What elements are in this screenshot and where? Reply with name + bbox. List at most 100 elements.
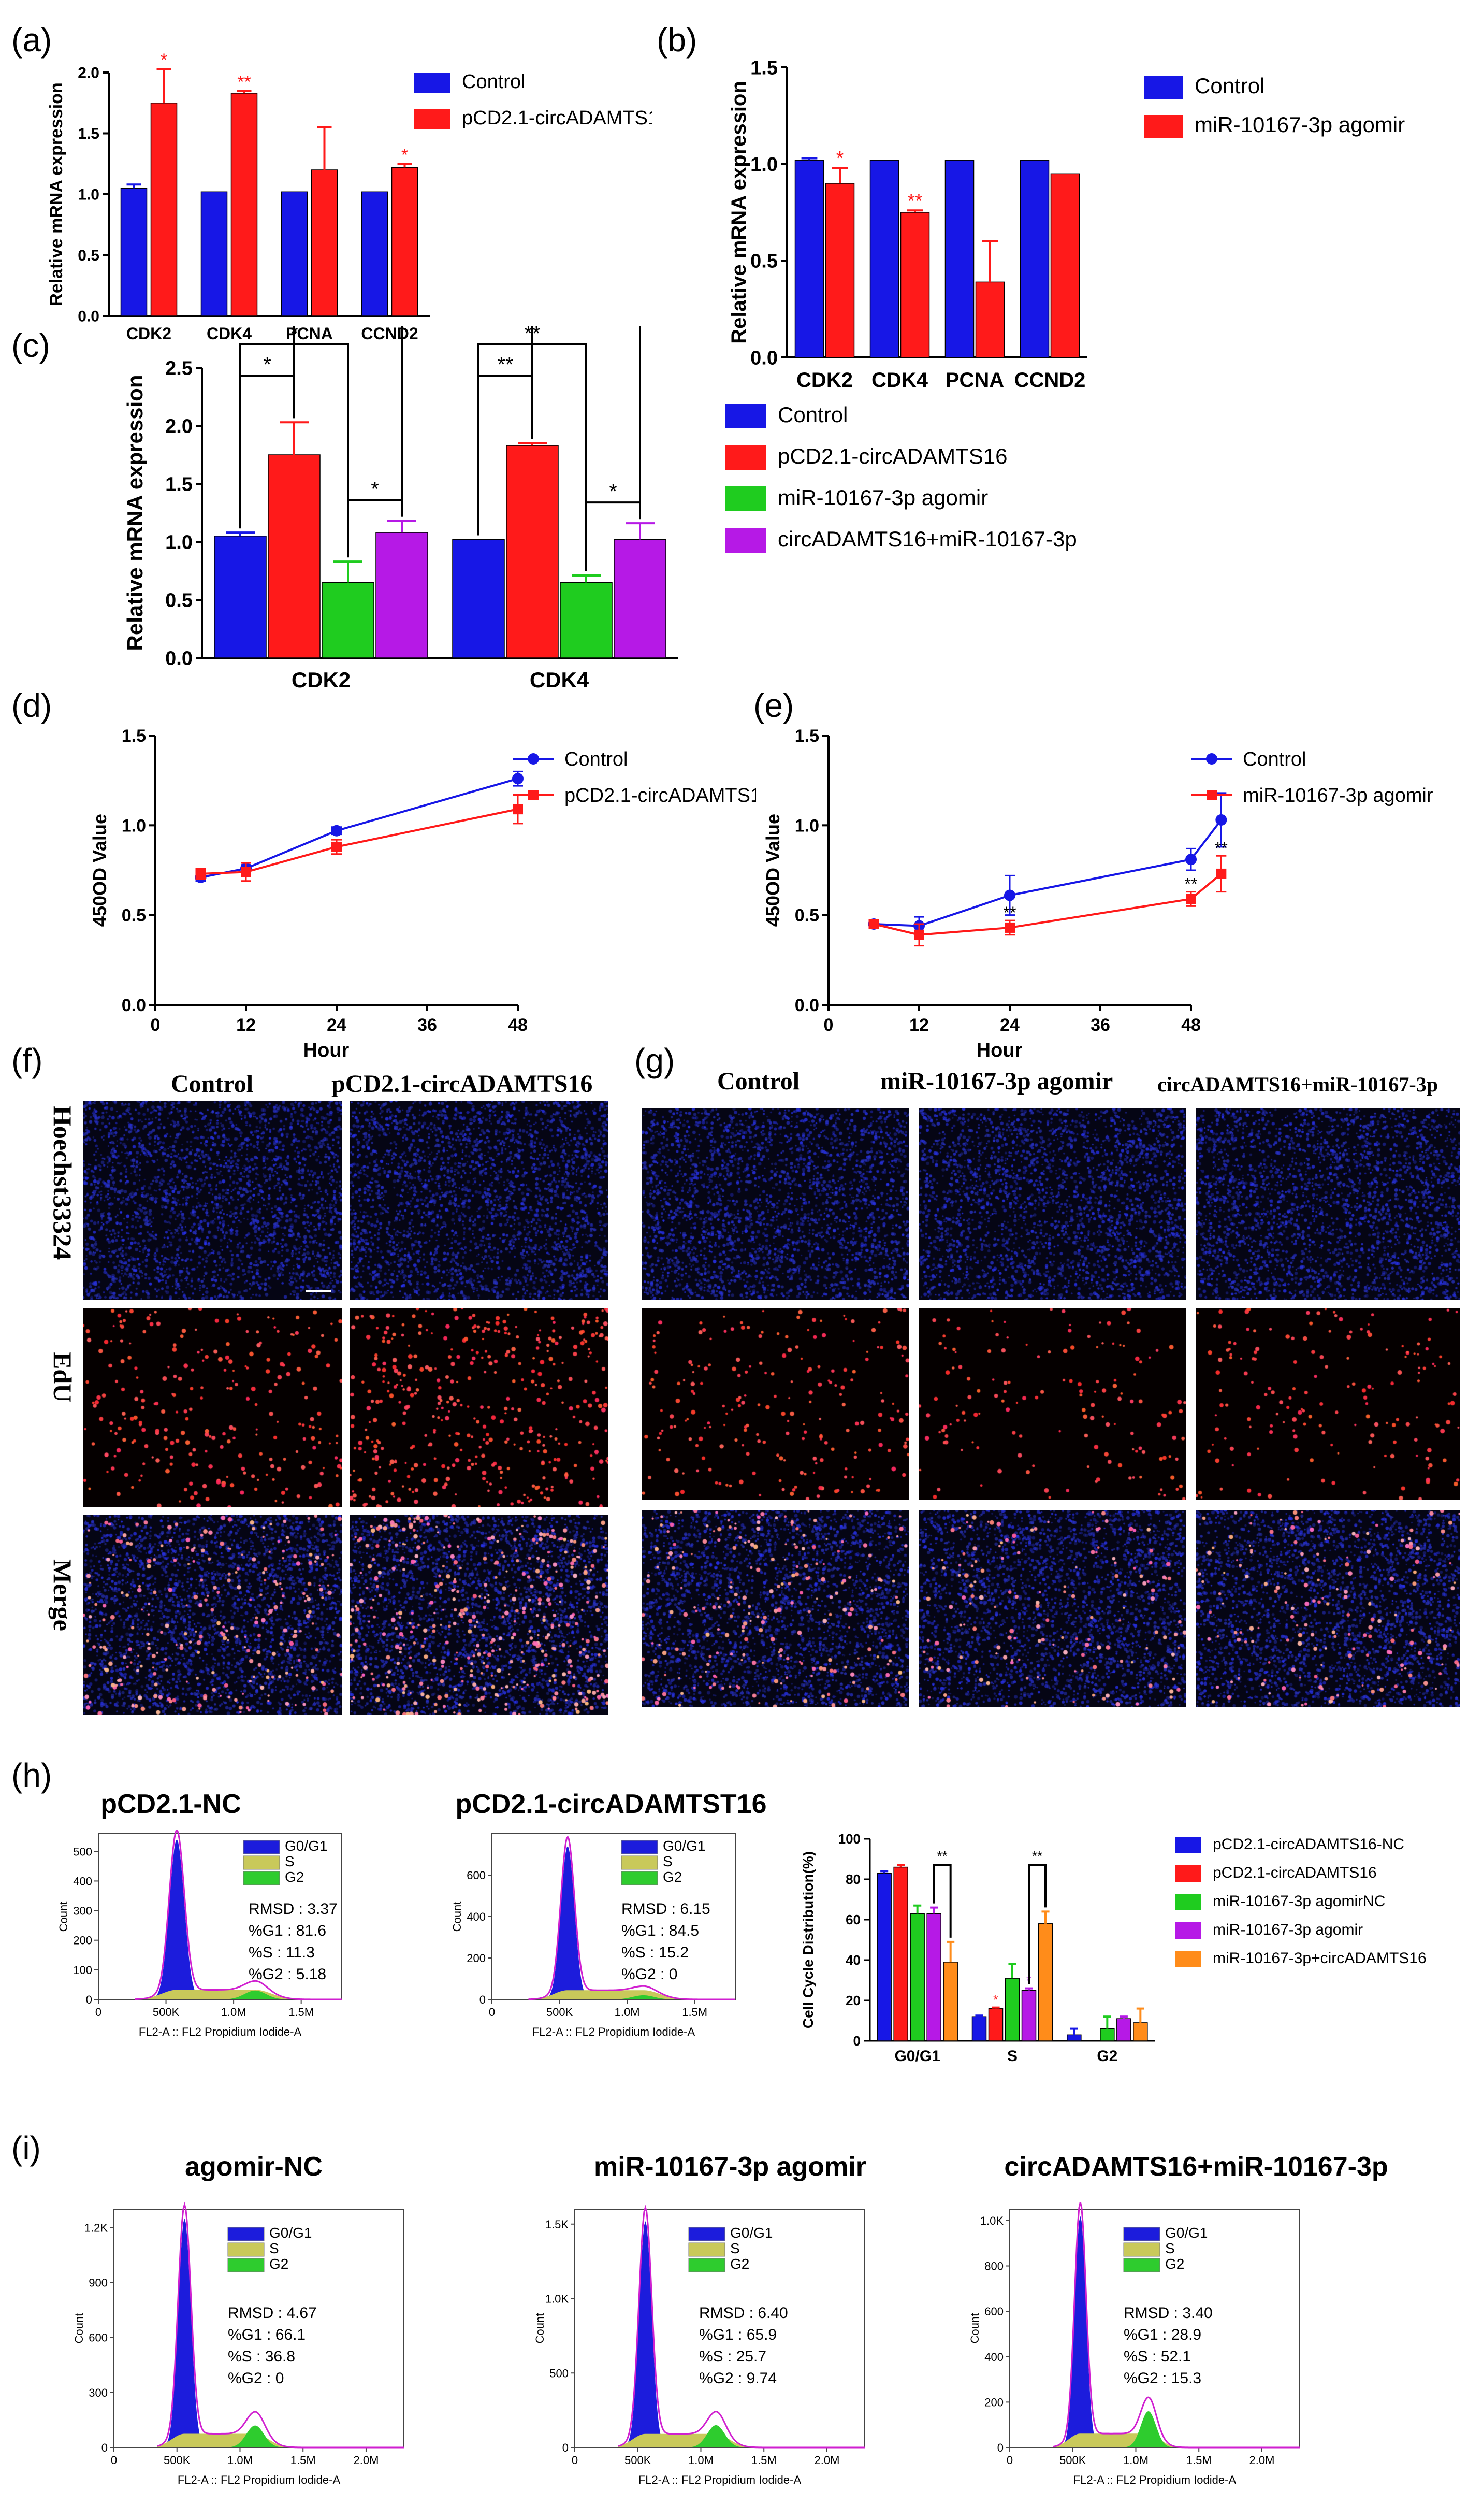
y-axis-label: Relative mRNA expression	[123, 375, 147, 651]
y-tick-label: 2.5	[165, 357, 193, 379]
bar	[971, 2016, 987, 2041]
stat-line: %G2 : 5.18	[249, 1966, 326, 1983]
chart-c: 0.0 0.5 1.0 1.5 2.0 2.5 Relative mRNA expressi…	[123, 326, 1077, 692]
x-tick-label: CCND2	[1014, 369, 1086, 392]
x-tick-label: S	[1007, 2048, 1018, 2065]
legend-label: miR-10167-3p agomir	[1243, 785, 1433, 807]
micrograph-g-hoechst-agomir	[919, 1108, 1186, 1300]
legend-label: G0/G1	[1165, 2225, 1208, 2241]
legend-swatch	[688, 2242, 725, 2257]
legend-swatch	[243, 1840, 280, 1854]
legend-swatch	[725, 404, 766, 428]
y-axis-label: Count	[533, 2313, 546, 2344]
significance-bracket	[531, 326, 641, 520]
y-axis-label: Relative mRNA expression	[47, 82, 66, 306]
legend-label: S	[1165, 2240, 1175, 2256]
micrograph-f-hoechst-control	[83, 1101, 342, 1300]
x-tick-label: 48	[1181, 1015, 1201, 1035]
stat-line: RMSD : 4.67	[228, 2305, 317, 2322]
y-tick-label: 500	[549, 2367, 569, 2380]
y-axis-label: 450OD Value	[89, 814, 110, 927]
stat-line: %G1 : 81.6	[249, 1922, 326, 1939]
x-axis-label: FL2-A :: FL2 Propidium Iodide-A	[139, 2025, 302, 2038]
x-tick-label: 1.0M	[688, 2454, 714, 2467]
legend-label: pCD2.1-circADAMTS16-NC	[1213, 1836, 1404, 1853]
x-tick-label: 1.0M	[227, 2454, 253, 2467]
y-tick-label: 400	[984, 2351, 1004, 2364]
x-tick-label: 500K	[153, 2006, 180, 2019]
bar	[1100, 2028, 1115, 2041]
legend-label: miR-10167-3p agomir	[778, 485, 988, 510]
x-tick-label: 0	[1007, 2454, 1013, 2467]
histogram-title: miR-10167-3p agomir	[594, 2155, 866, 2182]
x-tick-label: CDK2	[126, 324, 171, 342]
y-tick-label: 0	[479, 1993, 486, 2006]
micrograph-g-edu-agomir	[919, 1308, 1186, 1500]
scale-bar	[306, 1290, 331, 1292]
bar	[311, 169, 338, 316]
s-phase-area	[618, 2433, 865, 2447]
legend-swatch	[725, 445, 766, 470]
data-point	[1216, 868, 1227, 879]
stat-line: RMSD : 6.40	[699, 2305, 788, 2322]
histogram-outline	[157, 2201, 404, 2449]
y-tick-label: 0.0	[78, 308, 99, 325]
bar	[926, 1913, 941, 2041]
legend-label: miR-10167-3p agomir	[1213, 1921, 1363, 1938]
x-tick-label: G2	[1097, 2048, 1117, 2065]
y-tick-label: 1.0K	[545, 2293, 569, 2306]
s-phase-area	[1053, 2433, 1300, 2447]
y-tick-label: 1.0	[122, 816, 146, 836]
legend-swatch	[688, 2258, 725, 2272]
legend-swatch	[1144, 115, 1183, 138]
legend-label: Control	[462, 71, 526, 93]
micrograph-g-edu-combo	[1196, 1308, 1460, 1500]
x-tick-label: 24	[327, 1015, 346, 1035]
y-tick-label: 20	[846, 1993, 861, 2008]
micrograph-g-merge-control	[642, 1510, 909, 1707]
x-tick-label: 0	[151, 1015, 161, 1035]
x-axis-label: Hour	[977, 1040, 1023, 1057]
stat-line: RMSD : 3.37	[249, 1900, 338, 1918]
y-tick-label: 0.5	[78, 247, 99, 264]
series-line	[874, 819, 1222, 927]
y-tick-label: 0.5	[165, 589, 193, 611]
g0g1-area	[135, 1840, 342, 1999]
x-tick-label: 0	[489, 2006, 495, 2019]
micrograph-f-hoechst-circ	[350, 1101, 608, 1300]
legend-swatch	[688, 2227, 725, 2241]
histogram-outline	[528, 1835, 735, 2000]
x-tick-label: 1.5M	[288, 2006, 314, 2019]
significance-bracket	[347, 499, 403, 558]
micrograph-g-edu-control	[642, 1308, 909, 1500]
y-tick-label: 1.5	[165, 473, 193, 495]
legend-swatch	[414, 109, 450, 129]
legend-label: Control	[1195, 74, 1264, 98]
y-tick-label: 0.0	[750, 347, 778, 369]
legend-swatch	[1123, 2227, 1160, 2241]
micrograph-f-edu-circ	[350, 1308, 608, 1507]
x-tick-label: 24	[1000, 1015, 1020, 1035]
x-axis-label: FL2-A :: FL2 Propidium Iodide-A	[1073, 2473, 1237, 2486]
x-axis-label: Hour	[303, 1040, 350, 1057]
histogram-title: pCD2.1-NC	[100, 1792, 241, 1819]
bar	[375, 532, 428, 658]
y-tick-label: 200	[467, 1952, 486, 1965]
stat-line: %S : 36.8	[228, 2348, 295, 2365]
x-tick-label: 1.5M	[751, 2454, 777, 2467]
chart-i1: agomir-NC 0 300 600 900 1.2K 0 500K 1.0M 1.5M 2.0M…	[72, 2155, 404, 2486]
bar	[943, 1962, 958, 2041]
y-tick-label: 1.0	[795, 816, 819, 836]
y-axis-label: 450OD Value	[762, 814, 783, 927]
stat-line: %G1 : 84.5	[621, 1922, 699, 1939]
micrograph-f-row-label-hoechst: Hoechst33324	[48, 1106, 77, 1260]
bar	[268, 454, 321, 658]
bar	[361, 191, 388, 316]
histogram-outline	[1053, 2201, 1300, 2449]
y-axis-label: Cell Cycle Distribution(%)	[800, 1851, 816, 2028]
g2-area	[135, 1990, 342, 1999]
legend-label: miR-10167-3p agomirNC	[1213, 1893, 1385, 1910]
y-tick-label: 0.5	[795, 906, 819, 926]
bar	[560, 582, 613, 658]
y-tick-label: 600	[467, 1869, 486, 1882]
